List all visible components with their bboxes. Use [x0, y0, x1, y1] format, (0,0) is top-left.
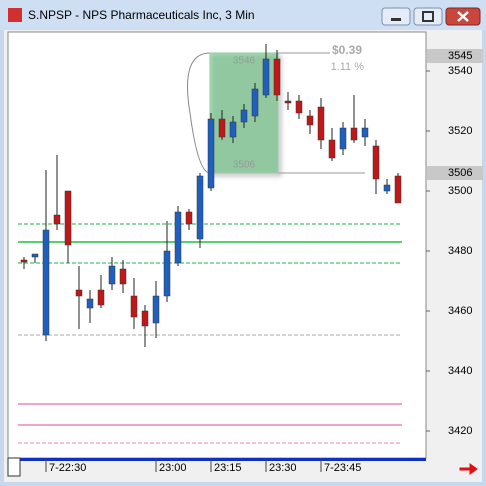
- candle-body: [350, 127, 358, 141]
- candle-body: [273, 58, 281, 96]
- candle-body: [339, 127, 347, 150]
- candle-body: [174, 211, 182, 264]
- measure-high-label: 3546: [233, 56, 256, 67]
- scroll-box[interactable]: [7, 457, 21, 477]
- candle-body: [306, 115, 314, 126]
- y-tick-label: 3500: [448, 185, 472, 197]
- measure-low-label: 3506: [233, 160, 256, 171]
- x-tick-label: 7-22:30: [49, 462, 86, 474]
- candle-body: [42, 229, 50, 336]
- candle-body: [108, 265, 116, 285]
- maximize-button[interactable]: [413, 7, 443, 26]
- price-marker-box: [427, 166, 483, 180]
- minimize-icon: [391, 18, 401, 21]
- minimize-button[interactable]: [381, 7, 411, 26]
- candle-body: [31, 253, 39, 258]
- price-marker-label: 3506: [448, 167, 472, 179]
- y-tick-label: 3480: [448, 245, 472, 257]
- measure-arc: [187, 52, 211, 174]
- candle-body: [317, 106, 325, 141]
- candle-body: [251, 88, 259, 117]
- candle-body: [141, 310, 149, 327]
- candle-body: [97, 289, 105, 306]
- plot: 3420 3440 3460 3480 3500 3520 3540 3546 3506 $0.3…: [18, 43, 483, 474]
- candle-body: [262, 58, 270, 96]
- x-tick-label: 7-23:45: [324, 462, 361, 474]
- y-tick-label: 3440: [448, 365, 472, 377]
- candle-body: [185, 211, 193, 225]
- candle-body: [229, 121, 237, 138]
- x-tick-label: 23:00: [159, 462, 187, 474]
- candle-body: [196, 175, 204, 240]
- app-icon: [8, 8, 22, 22]
- x-tick-label: 23:30: [269, 462, 297, 474]
- scroll-right-arrow[interactable]: [459, 463, 478, 475]
- y-tick-label: 3540: [448, 65, 472, 77]
- candle-body: [20, 259, 28, 263]
- candle-body: [240, 109, 248, 123]
- candle-body: [163, 250, 171, 297]
- candle-body: [295, 100, 303, 114]
- maximize-icon: [422, 11, 434, 22]
- close-icon: [457, 11, 469, 22]
- y-tick-label: 3460: [448, 305, 472, 317]
- candle-body: [394, 175, 402, 204]
- measure-percent: 1.11 %: [331, 61, 365, 73]
- window-title: S.NPSP - NPS Pharmaceuticals Inc, 3 Min: [28, 8, 255, 22]
- scroll-bar[interactable]: [8, 458, 426, 461]
- candle-body: [86, 298, 94, 309]
- candle-body: [218, 118, 226, 138]
- y-tick-label: 3520: [448, 125, 472, 137]
- candle-body: [53, 214, 61, 225]
- candle-body: [328, 139, 336, 159]
- candle-body: [372, 145, 380, 180]
- x-tick-label: 23:15: [214, 462, 242, 474]
- measure-change: $0.39: [332, 43, 362, 57]
- y-tick-label: 3420: [448, 425, 472, 437]
- candle-body: [383, 184, 391, 192]
- candle-body: [361, 127, 369, 138]
- candle-body: [75, 289, 83, 297]
- price-marker-label: 3545: [448, 50, 472, 62]
- candle-body: [64, 190, 72, 246]
- candle-body: [119, 268, 127, 285]
- candle-body: [152, 295, 160, 324]
- candle-body: [207, 118, 215, 189]
- candle-body: [130, 295, 138, 318]
- price-marker-box: [427, 49, 483, 63]
- candle-body: [284, 100, 292, 104]
